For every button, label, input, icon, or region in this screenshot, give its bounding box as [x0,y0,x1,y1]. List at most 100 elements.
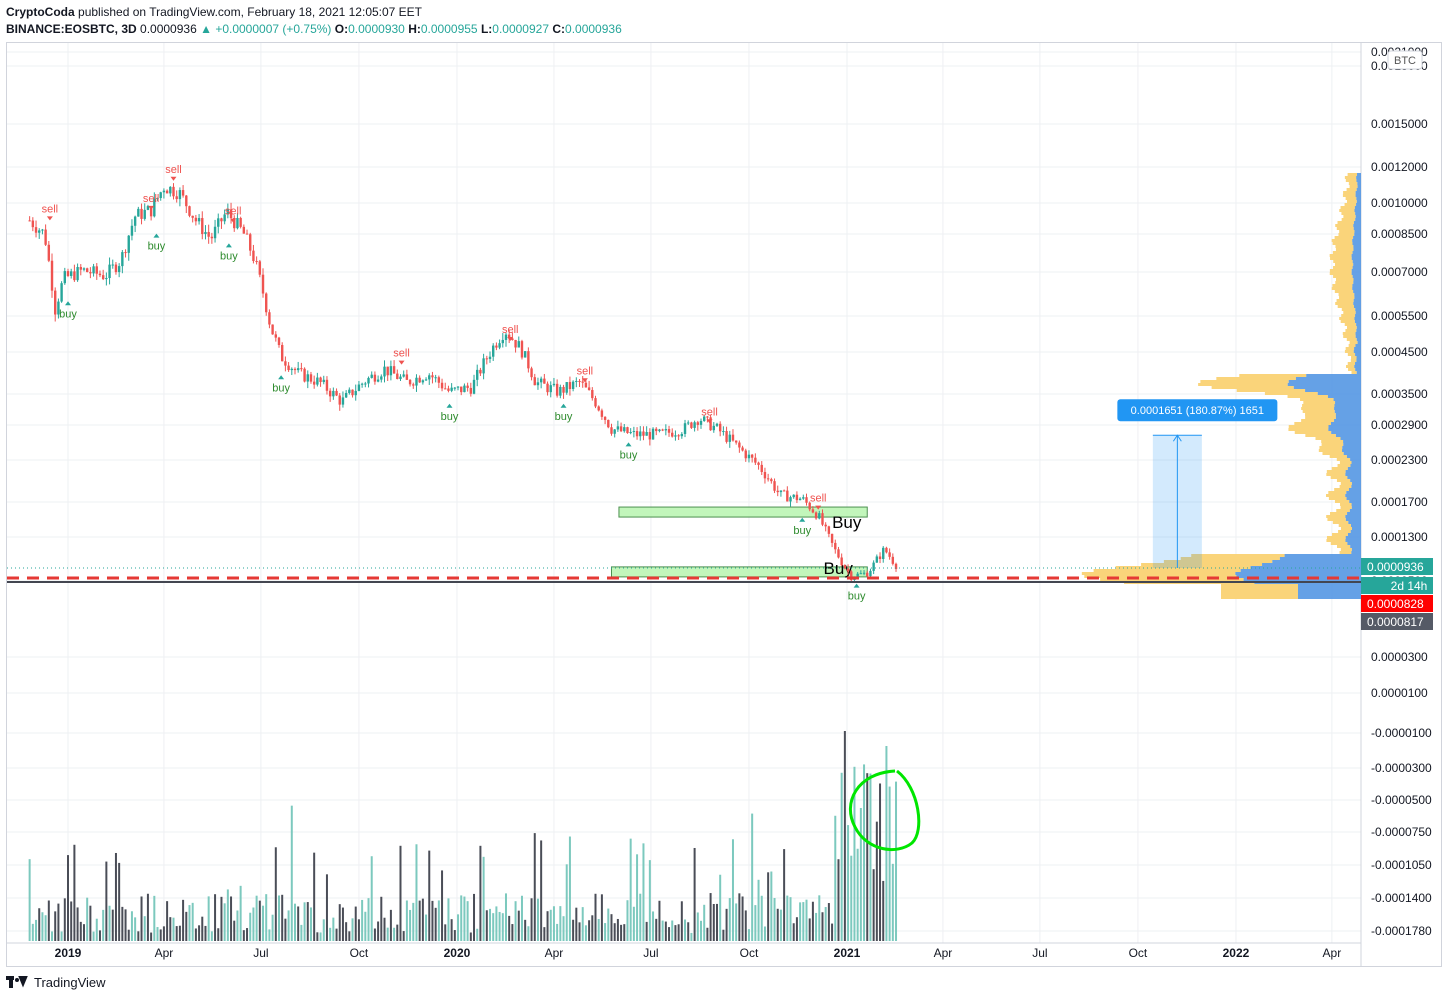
volume-bar [98,930,101,941]
candle-body [565,382,568,393]
profile-bar-sell [1345,365,1355,368]
volume-bar [63,898,66,941]
candle-body [779,490,783,493]
candle-body [386,366,389,376]
candle-body [169,186,172,194]
candle-body [408,379,412,385]
candle-body [322,379,325,383]
profile-bar-buy [1351,272,1361,275]
profile-bar-buy [1355,335,1361,338]
buy-signal-label: buy [220,250,238,262]
price-chart[interactable]: 0.00210000.00180000.00150000.00120000.00… [7,43,1441,966]
profile-bar-sell [1334,488,1349,491]
profile-bar-buy [1298,590,1361,593]
profile-bar-sell [1339,296,1355,299]
volume-bar [536,898,539,941]
volume-bar [489,908,492,941]
profile-bar-sell [1287,395,1328,398]
volume-bar [278,895,281,941]
footer-brand[interactable]: TradingView [34,975,106,990]
candle-body [882,547,885,559]
volume-bar [239,885,242,941]
profile-bar-sell [1300,398,1334,401]
candle-body [495,345,498,348]
candle-body [165,190,169,194]
volume-bar [476,928,479,941]
ohlc-line: BINANCE:EOSBTC, 3D 0.0000936 ▲ +0.000000… [6,21,622,38]
buy-marker-icon [446,403,453,408]
candle-body [220,218,223,222]
time-tick-label: Apr [545,946,564,960]
candle-body [434,377,437,379]
profile-bar-sell [1336,458,1351,461]
candle-body [575,380,578,382]
price-tick-label: -0.0000750 [1371,825,1432,839]
profile-bar-buy [1355,344,1361,347]
profile-bar-buy [1349,500,1361,503]
candle-body [712,425,715,431]
candle-body [741,447,744,451]
candle-body [709,417,712,431]
candle-body [472,379,476,394]
profile-bar-buy [1327,395,1361,398]
chart-frame[interactable]: 0.00210000.00180000.00150000.00120000.00… [6,42,1442,967]
profile-bar-sell [1341,212,1356,215]
profile-bar-buy [1354,347,1361,350]
profile-bar-sell [1319,446,1343,449]
profile-bar-sell [1343,335,1356,338]
volume-bar [847,825,850,941]
candle-body [242,226,246,234]
profile-bar-sell [1343,191,1356,194]
volume-bar [610,914,613,941]
profile-bar-buy [1354,305,1361,308]
candle-body [47,244,51,261]
candle-body [274,334,278,338]
candle-body [466,385,469,388]
candle-body [201,218,204,235]
volume-bar [722,929,725,941]
candle-body [287,365,290,371]
candle-body [437,377,441,383]
candle-body [539,378,543,383]
volume-bar [607,908,610,941]
volume-bar [763,926,766,941]
buy-zone-label: Buy [832,513,862,532]
profile-bar-buy [1328,428,1361,431]
time-tick-label: 2019 [55,946,82,960]
candle-body [725,431,728,442]
volume-bar [425,914,428,941]
profile-bar-sell [1332,251,1353,254]
price-label-text: 2d 14h [1391,579,1428,593]
profile-bar-buy [1356,179,1361,182]
volume-bar [444,924,447,941]
author-name[interactable]: CryptoCoda [6,5,75,19]
profile-bar-sell [1338,293,1355,296]
profile-bar-buy [1235,572,1361,575]
volume-bar [54,911,57,941]
profile-bar-buy [1334,404,1361,407]
volume-bar [137,931,140,941]
candle-body [405,374,409,380]
candle-body [175,196,178,200]
volume-bar [134,917,137,941]
profile-bar-buy [1355,368,1361,371]
volume-bar [693,847,696,941]
volume-bar [802,902,805,941]
volume-bar [648,860,651,941]
profile-bar-buy [1345,470,1361,473]
profile-bar-buy [1345,494,1361,497]
volume-bar [888,786,891,941]
profile-bar-buy [1334,419,1361,422]
candle-body [412,384,415,386]
candle-body [316,377,319,385]
volume-bar [60,931,63,941]
candle-body [501,339,504,344]
profile-bar-sell [1335,281,1354,284]
profile-bar-buy [1350,479,1361,482]
profile-bar-sell [1337,221,1354,224]
profile-bar-sell [1344,203,1357,206]
candle-body [683,423,687,434]
candle-body [440,382,444,389]
profile-bar-sell [1221,593,1298,596]
volume-bar [357,919,360,941]
